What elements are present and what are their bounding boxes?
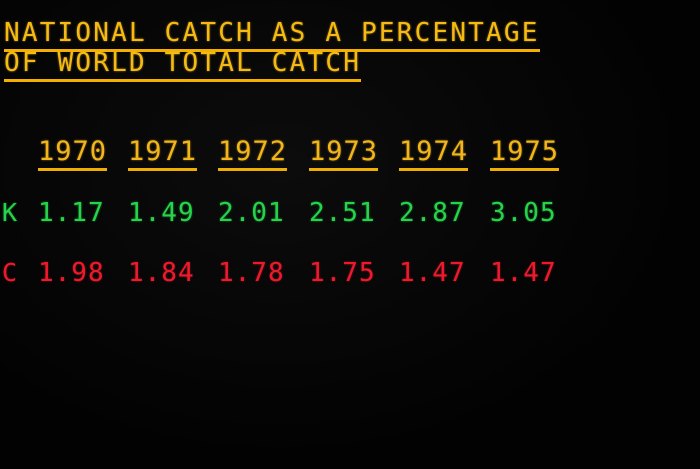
- title-line-2: OF WORLD TOTAL CATCH: [4, 50, 362, 82]
- data-cell: 1.84: [128, 258, 195, 288]
- data-row-c: C 1.98 1.84 1.78 1.75 1.47 1.47: [0, 258, 700, 292]
- data-cell: 1.49: [128, 198, 195, 228]
- data-cell: 1.47: [490, 258, 557, 288]
- data-cell: 2.51: [309, 198, 376, 228]
- year-header: 1974: [399, 138, 469, 171]
- data-cell: 1.17: [38, 198, 105, 228]
- year-header: 1972: [218, 138, 288, 171]
- data-cell: 2.87: [399, 198, 466, 228]
- data-cell: 2.01: [218, 198, 285, 228]
- row-label: K: [2, 198, 18, 227]
- data-cell: 1.75: [309, 258, 376, 288]
- row-label: C: [2, 258, 18, 287]
- year-header: 1971: [128, 138, 198, 171]
- data-cell: 1.98: [38, 258, 105, 288]
- title-line-1: NATIONAL CATCH AS A PERCENTAGE: [4, 20, 540, 52]
- year-header: 1970: [38, 138, 108, 171]
- year-header-row: 1970 1971 1972 1973 1974 1975: [0, 138, 700, 174]
- year-header: 1973: [309, 138, 379, 171]
- data-cell: 1.47: [399, 258, 466, 288]
- data-cell: 3.05: [490, 198, 557, 228]
- data-row-k: K 1.17 1.49 2.01 2.51 2.87 3.05: [0, 198, 700, 232]
- data-cell: 1.78: [218, 258, 285, 288]
- year-header: 1975: [490, 138, 560, 171]
